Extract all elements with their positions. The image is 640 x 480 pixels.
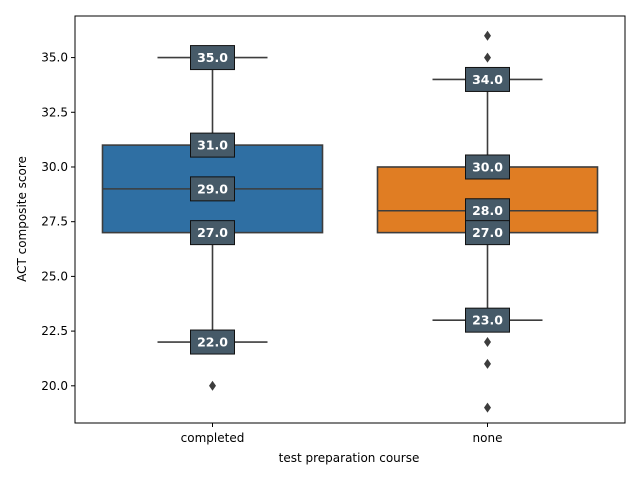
value-badge bbox=[190, 176, 235, 202]
y-tick-label: 22.5 bbox=[41, 324, 68, 338]
box-group-none: 34.0 30.0 28.0 27.0 23.0 bbox=[376, 30, 599, 413]
value-label: 27.0 bbox=[472, 225, 503, 240]
y-axis-label: ACT composite score bbox=[15, 156, 29, 282]
value-label: 30.0 bbox=[472, 159, 503, 174]
outlier-point bbox=[484, 337, 491, 348]
value-label: 35.0 bbox=[197, 50, 228, 65]
value-badge bbox=[465, 198, 510, 224]
value-badge bbox=[190, 329, 235, 355]
plot-frame bbox=[74, 15, 626, 424]
axes: 20.0 22.5 25.0 27.5 30.0 32.5 35.0 completed non… bbox=[41, 15, 626, 445]
value-badge bbox=[190, 220, 235, 246]
outlier-point bbox=[484, 30, 491, 41]
value-badge bbox=[465, 154, 510, 180]
y-tick-label: 32.5 bbox=[41, 105, 68, 119]
x-axis-label: test preparation course bbox=[279, 451, 420, 465]
value-label: 31.0 bbox=[197, 138, 228, 153]
value-label: 29.0 bbox=[197, 181, 228, 196]
box-group-completed: 35.0 31.0 29.0 27.0 22.0 bbox=[101, 45, 324, 391]
y-tick-label: 30.0 bbox=[41, 160, 68, 174]
y-tick-label: 27.5 bbox=[41, 215, 68, 229]
value-label: 22.0 bbox=[197, 335, 228, 350]
value-badge bbox=[465, 66, 510, 92]
value-badge bbox=[465, 307, 510, 333]
x-tick-label: completed bbox=[181, 431, 245, 445]
outlier-point bbox=[484, 402, 491, 413]
y-tick-label: 25.0 bbox=[41, 269, 68, 283]
value-label: 28.0 bbox=[472, 203, 503, 218]
outlier-point bbox=[484, 358, 491, 369]
y-tick-label: 20.0 bbox=[41, 379, 68, 393]
value-label: 23.0 bbox=[472, 313, 503, 328]
value-label: 27.0 bbox=[197, 225, 228, 240]
plot-marks: 35.0 31.0 29.0 27.0 22.0 34.0 30.0 28.0 27.0 23.0 bbox=[101, 30, 599, 413]
outlier-point bbox=[209, 380, 216, 391]
value-label: 34.0 bbox=[472, 72, 503, 87]
x-tick-label: none bbox=[473, 431, 503, 445]
value-badge bbox=[190, 132, 235, 158]
value-badge bbox=[465, 220, 510, 246]
outlier-point bbox=[484, 52, 491, 63]
y-tick-label: 35.0 bbox=[41, 51, 68, 65]
value-badge bbox=[190, 45, 235, 71]
